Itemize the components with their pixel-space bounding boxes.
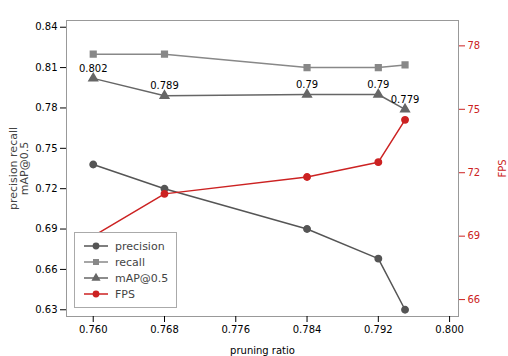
svg-text:0.792: 0.792 <box>364 324 393 335</box>
svg-text:0.72: 0.72 <box>35 183 57 194</box>
svg-text:0.79: 0.79 <box>296 79 318 90</box>
svg-text:0.802: 0.802 <box>79 63 108 74</box>
svg-text:0.81: 0.81 <box>35 62 57 73</box>
svg-text:66: 66 <box>468 294 481 305</box>
svg-text:pruning ratio: pruning ratio <box>230 345 295 356</box>
svg-text:0.789: 0.789 <box>150 80 179 91</box>
html-text:mAP@0.5: mAP@0.5 <box>115 271 169 285</box>
svg-text:0.66: 0.66 <box>35 264 57 275</box>
svg-text:0.768: 0.768 <box>150 324 179 335</box>
svg-text:75: 75 <box>468 104 481 115</box>
svg-text:precision recallmAP@0.5: precision recallmAP@0.5 <box>7 127 31 210</box>
svg-text:78: 78 <box>468 40 481 51</box>
svg-text:FPS: FPS <box>497 159 508 177</box>
svg-text:72: 72 <box>468 167 481 178</box>
svg-text:0.63: 0.63 <box>35 304 57 315</box>
svg-text:0.78: 0.78 <box>35 102 57 113</box>
svg-text:0.784: 0.784 <box>293 324 322 335</box>
svg-text:0.84: 0.84 <box>35 21 57 32</box>
html-text:FPS: FPS <box>115 287 135 301</box>
svg-text:0.760: 0.760 <box>79 324 108 335</box>
svg-text:0.800: 0.800 <box>435 324 464 335</box>
svg-text:69: 69 <box>468 230 481 241</box>
svg-text:0.79: 0.79 <box>367 79 389 90</box>
svg-text:0.69: 0.69 <box>35 223 57 234</box>
html-text:precision: precision <box>115 239 165 253</box>
svg-text:0.779: 0.779 <box>391 94 420 105</box>
svg-text:0.776: 0.776 <box>221 324 250 335</box>
html-text:recall: recall <box>115 255 145 269</box>
svg-text:0.75: 0.75 <box>35 143 57 154</box>
